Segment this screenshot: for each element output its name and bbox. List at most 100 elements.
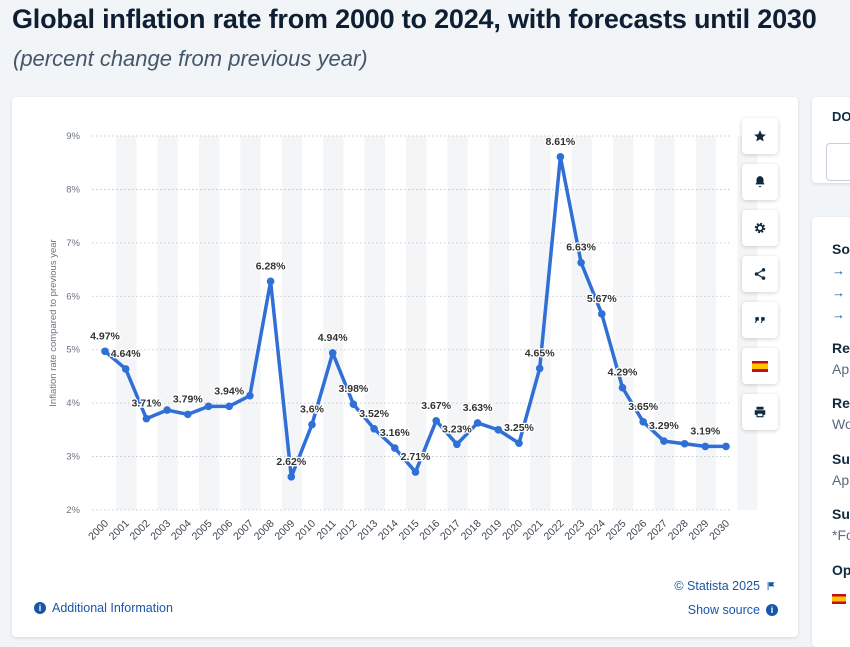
data-label: 4.94% — [318, 332, 348, 344]
info-icon: i — [766, 604, 778, 616]
column-band — [695, 136, 717, 510]
side-select[interactable] — [826, 143, 850, 181]
side-supplementary-value: *Fo — [832, 527, 850, 543]
data-label: 3.67% — [421, 400, 451, 412]
data-point — [680, 439, 689, 448]
x-tick-label: 2013 — [355, 518, 380, 543]
data-point — [349, 400, 358, 409]
x-tick-label: 2008 — [252, 518, 277, 543]
y-tick-label: 4% — [66, 398, 80, 409]
column-band — [447, 136, 468, 510]
data-point — [328, 349, 337, 357]
side-release-value: Ap — [832, 361, 850, 377]
x-tick-label: 2015 — [397, 518, 422, 543]
data-point — [121, 365, 130, 373]
column-band — [530, 136, 551, 510]
data-point — [577, 258, 585, 267]
column-band — [157, 136, 178, 510]
statista-copyright[interactable]: © Statista 2025 — [674, 579, 776, 593]
data-point — [101, 347, 109, 356]
x-tick-label: 2010 — [293, 518, 318, 543]
x-tick-label: 2028 — [666, 518, 691, 543]
flag-icon — [752, 360, 768, 372]
cite-button[interactable] — [742, 302, 778, 338]
arrow-right-icon[interactable]: → — [832, 263, 845, 278]
column-band — [281, 136, 303, 510]
print-icon — [754, 406, 766, 418]
side-survey-heading: Su — [832, 451, 850, 467]
data-label: 4.65% — [525, 347, 555, 359]
data-label: 2.62% — [276, 456, 306, 468]
column-band — [654, 136, 675, 510]
share-button[interactable] — [742, 256, 778, 292]
data-point — [660, 437, 668, 445]
side-panel-download: DO — [812, 97, 850, 183]
language-button[interactable] — [742, 348, 778, 384]
flag-icon — [832, 594, 846, 604]
x-tick-label: 2014 — [376, 518, 401, 543]
side-panel-details: So → → → Re Ap Re Wo Su Ap Su *Fo Op — [812, 217, 850, 647]
data-label: 3.98% — [339, 383, 369, 395]
data-point — [535, 364, 544, 373]
data-point — [639, 418, 647, 426]
x-tick-label: 2019 — [479, 518, 504, 543]
data-point — [391, 444, 399, 452]
side-options-heading: Op — [832, 562, 850, 578]
x-tick-label: 2007 — [231, 518, 256, 543]
data-point — [411, 468, 420, 476]
data-point — [432, 416, 441, 425]
favorite-button[interactable] — [742, 118, 778, 154]
x-tick-label: 2000 — [86, 518, 111, 543]
column-band — [116, 136, 137, 510]
x-tick-label: 2021 — [521, 518, 546, 543]
x-tick-label: 2003 — [148, 518, 173, 543]
page-subtitle: (percent change from previous year) — [13, 46, 368, 71]
data-label: 6.28% — [256, 260, 286, 272]
data-label: 3.94% — [214, 385, 244, 397]
show-source-link[interactable]: Show source i — [688, 603, 778, 617]
data-point — [287, 473, 296, 481]
print-button[interactable] — [742, 394, 778, 430]
data-label: 3.16% — [380, 427, 410, 439]
data-label: 3.25% — [504, 422, 534, 434]
notification-button[interactable] — [742, 164, 778, 200]
x-tick-label: 2005 — [190, 518, 215, 543]
arrow-right-icon[interactable]: → — [832, 307, 845, 322]
data-point — [556, 153, 565, 161]
data-point — [515, 439, 523, 448]
data-label: 8.61% — [546, 136, 576, 148]
data-label: 4.64% — [111, 348, 141, 360]
data-point — [163, 406, 171, 414]
y-tick-label: 3% — [66, 452, 80, 463]
x-tick-label: 2009 — [272, 518, 297, 543]
data-label: 3.52% — [359, 408, 389, 420]
star-icon — [754, 130, 766, 142]
x-tick-label: 2001 — [107, 518, 132, 543]
data-point — [204, 402, 213, 411]
data-label: 3.65% — [628, 401, 658, 413]
data-point — [494, 426, 503, 434]
additional-information-link[interactable]: i Additional Information — [34, 601, 173, 615]
data-label: 3.23% — [442, 423, 472, 435]
data-label: 6.63% — [566, 242, 596, 254]
data-label: 4.29% — [608, 367, 638, 379]
column-band — [240, 136, 261, 510]
data-label: 3.71% — [132, 398, 162, 410]
y-tick-label: 6% — [66, 291, 80, 302]
arrow-right-icon[interactable]: → — [832, 285, 845, 300]
x-tick-label: 2018 — [459, 518, 484, 543]
column-band — [613, 136, 634, 510]
page-title: Global inflation rate from 2000 to 2024,… — [12, 4, 817, 34]
settings-button[interactable] — [742, 210, 778, 246]
side-source-heading: So — [832, 241, 850, 257]
x-tick-label: 2027 — [645, 518, 670, 543]
x-tick-label: 2022 — [542, 518, 567, 543]
gear-icon — [754, 222, 766, 234]
data-label: 3.79% — [173, 393, 203, 405]
y-tick-label: 2% — [66, 505, 80, 516]
side-region-value: Wo — [832, 416, 850, 432]
data-label: 3.6% — [300, 404, 325, 416]
data-label: 4.97% — [90, 330, 120, 342]
x-tick-label: 2023 — [562, 518, 587, 543]
share-icon — [754, 268, 766, 280]
